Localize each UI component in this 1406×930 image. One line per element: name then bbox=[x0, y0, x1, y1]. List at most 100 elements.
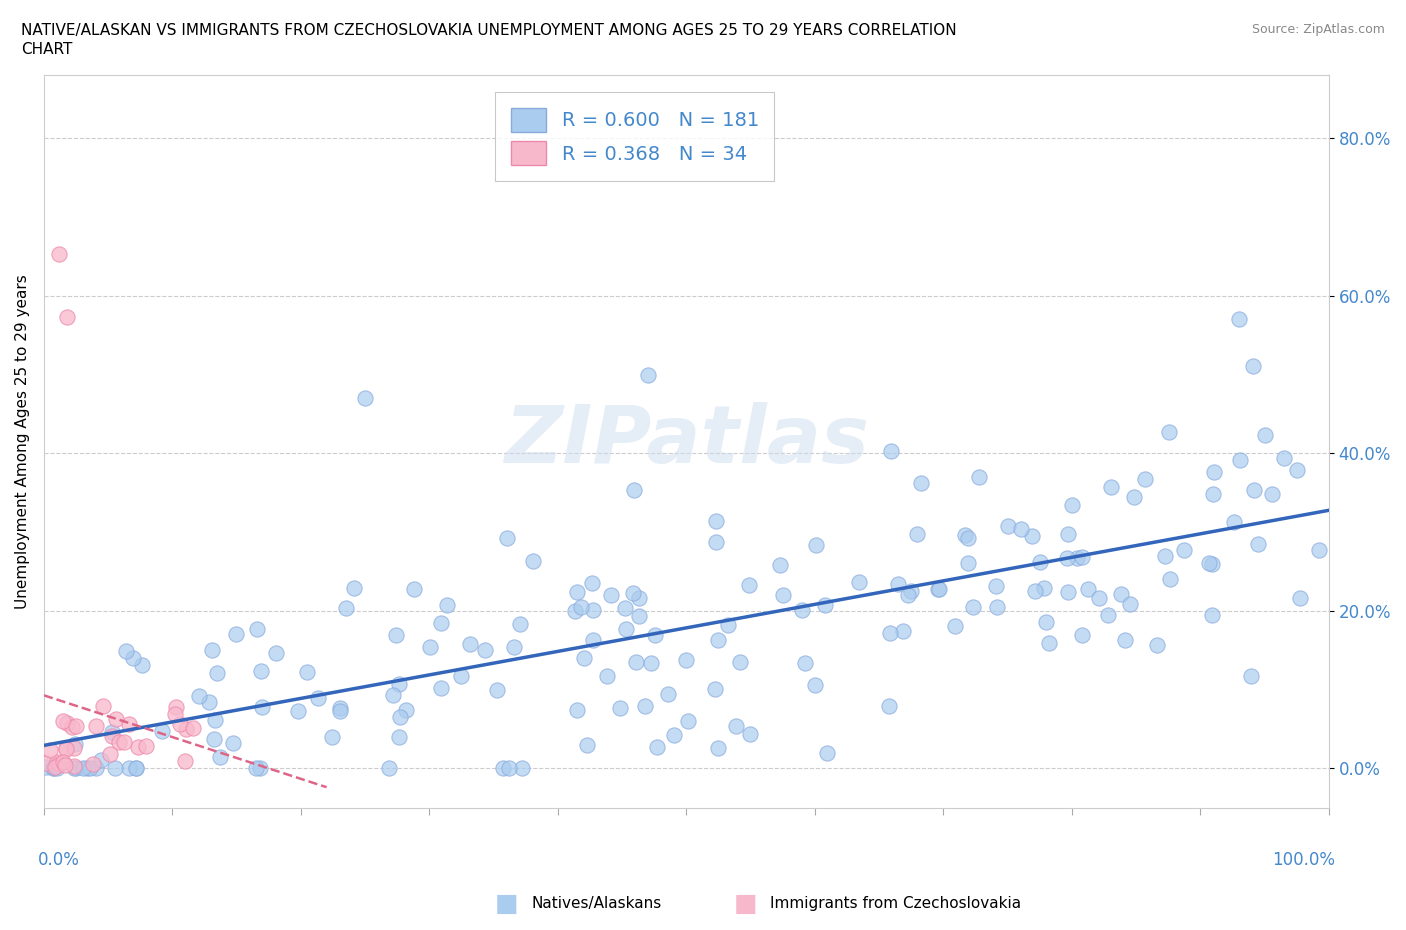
Point bbox=[569, 599, 592, 614]
Point bbox=[769, 558, 792, 573]
Point bbox=[46, 755, 69, 770]
Point bbox=[122, 651, 145, 666]
Point bbox=[388, 677, 411, 692]
Point bbox=[957, 556, 980, 571]
Point bbox=[956, 531, 979, 546]
Point bbox=[450, 669, 472, 684]
Point bbox=[596, 669, 619, 684]
Point bbox=[804, 538, 827, 552]
Point bbox=[62, 741, 84, 756]
Point bbox=[503, 640, 526, 655]
Text: ■: ■ bbox=[495, 892, 517, 916]
Point bbox=[486, 683, 509, 698]
Point bbox=[945, 618, 967, 633]
Point bbox=[1035, 615, 1057, 630]
Point bbox=[378, 761, 401, 776]
Point bbox=[1114, 632, 1136, 647]
Point bbox=[997, 519, 1019, 534]
Point bbox=[1157, 424, 1180, 439]
Point bbox=[76, 761, 98, 776]
Point bbox=[565, 703, 588, 718]
Text: Source: ZipAtlas.com: Source: ZipAtlas.com bbox=[1251, 23, 1385, 36]
Point bbox=[1133, 472, 1156, 486]
Point bbox=[1070, 627, 1092, 642]
Point bbox=[181, 721, 204, 736]
Point bbox=[887, 577, 910, 591]
Point bbox=[101, 724, 124, 739]
Point bbox=[492, 761, 515, 776]
Point bbox=[706, 535, 728, 550]
Point bbox=[63, 737, 86, 751]
Point bbox=[848, 575, 870, 590]
Point bbox=[1201, 607, 1223, 622]
Point bbox=[169, 716, 191, 731]
Point bbox=[1254, 428, 1277, 443]
Text: ZIPatlas: ZIPatlas bbox=[503, 403, 869, 481]
Point bbox=[717, 618, 740, 632]
Point bbox=[354, 391, 377, 405]
Point bbox=[676, 713, 699, 728]
Point bbox=[704, 513, 727, 528]
Point bbox=[498, 761, 520, 776]
Point bbox=[79, 761, 101, 776]
Point bbox=[52, 754, 75, 769]
Point bbox=[1070, 550, 1092, 565]
Point bbox=[101, 728, 124, 743]
Point bbox=[1056, 551, 1078, 566]
Point bbox=[38, 742, 60, 757]
Point bbox=[1159, 572, 1181, 587]
Point bbox=[877, 698, 900, 713]
Point bbox=[72, 761, 94, 776]
Point bbox=[581, 576, 603, 591]
Text: 0.0%: 0.0% bbox=[38, 852, 79, 870]
Point bbox=[1099, 480, 1122, 495]
Point bbox=[458, 636, 481, 651]
Point bbox=[387, 729, 409, 744]
Point bbox=[165, 699, 187, 714]
Point bbox=[645, 739, 668, 754]
Point bbox=[307, 690, 329, 705]
Point bbox=[792, 603, 814, 618]
Point bbox=[627, 591, 650, 605]
Point bbox=[48, 246, 70, 261]
Point bbox=[657, 686, 679, 701]
Point bbox=[1097, 607, 1119, 622]
Point bbox=[740, 726, 762, 741]
Point bbox=[1109, 587, 1132, 602]
Point bbox=[56, 310, 79, 325]
Text: NATIVE/ALASKAN VS IMMIGRANTS FROM CZECHOSLOVAKIA UNEMPLOYMENT AMONG AGES 25 TO 2: NATIVE/ALASKAN VS IMMIGRANTS FROM CZECHO… bbox=[21, 23, 956, 38]
Legend: R = 0.600   N = 181, R = 0.368   N = 34: R = 0.600 N = 181, R = 0.368 N = 34 bbox=[495, 92, 775, 180]
Point bbox=[1241, 359, 1264, 374]
Point bbox=[879, 626, 901, 641]
Point bbox=[1285, 462, 1308, 477]
Point bbox=[640, 656, 662, 671]
Point bbox=[1308, 542, 1330, 557]
Point bbox=[986, 599, 1008, 614]
Point bbox=[117, 761, 139, 776]
Point bbox=[202, 732, 225, 747]
Point bbox=[127, 739, 149, 754]
Point bbox=[173, 753, 195, 768]
Point bbox=[1227, 312, 1250, 327]
Point bbox=[706, 632, 728, 647]
Point bbox=[321, 730, 343, 745]
Point bbox=[644, 628, 666, 643]
Point bbox=[675, 652, 697, 667]
Point bbox=[613, 601, 636, 616]
Point bbox=[44, 761, 66, 776]
Point bbox=[522, 553, 544, 568]
Point bbox=[1239, 669, 1261, 684]
Point bbox=[565, 585, 588, 600]
Point bbox=[582, 603, 605, 618]
Point bbox=[1289, 591, 1312, 606]
Point bbox=[474, 643, 496, 658]
Point bbox=[1229, 453, 1251, 468]
Point bbox=[928, 581, 950, 596]
Point bbox=[1066, 551, 1088, 565]
Point bbox=[429, 616, 451, 631]
Point bbox=[205, 666, 228, 681]
Point bbox=[104, 760, 127, 775]
Point bbox=[1247, 537, 1270, 551]
Point bbox=[295, 664, 318, 679]
Point bbox=[955, 527, 977, 542]
